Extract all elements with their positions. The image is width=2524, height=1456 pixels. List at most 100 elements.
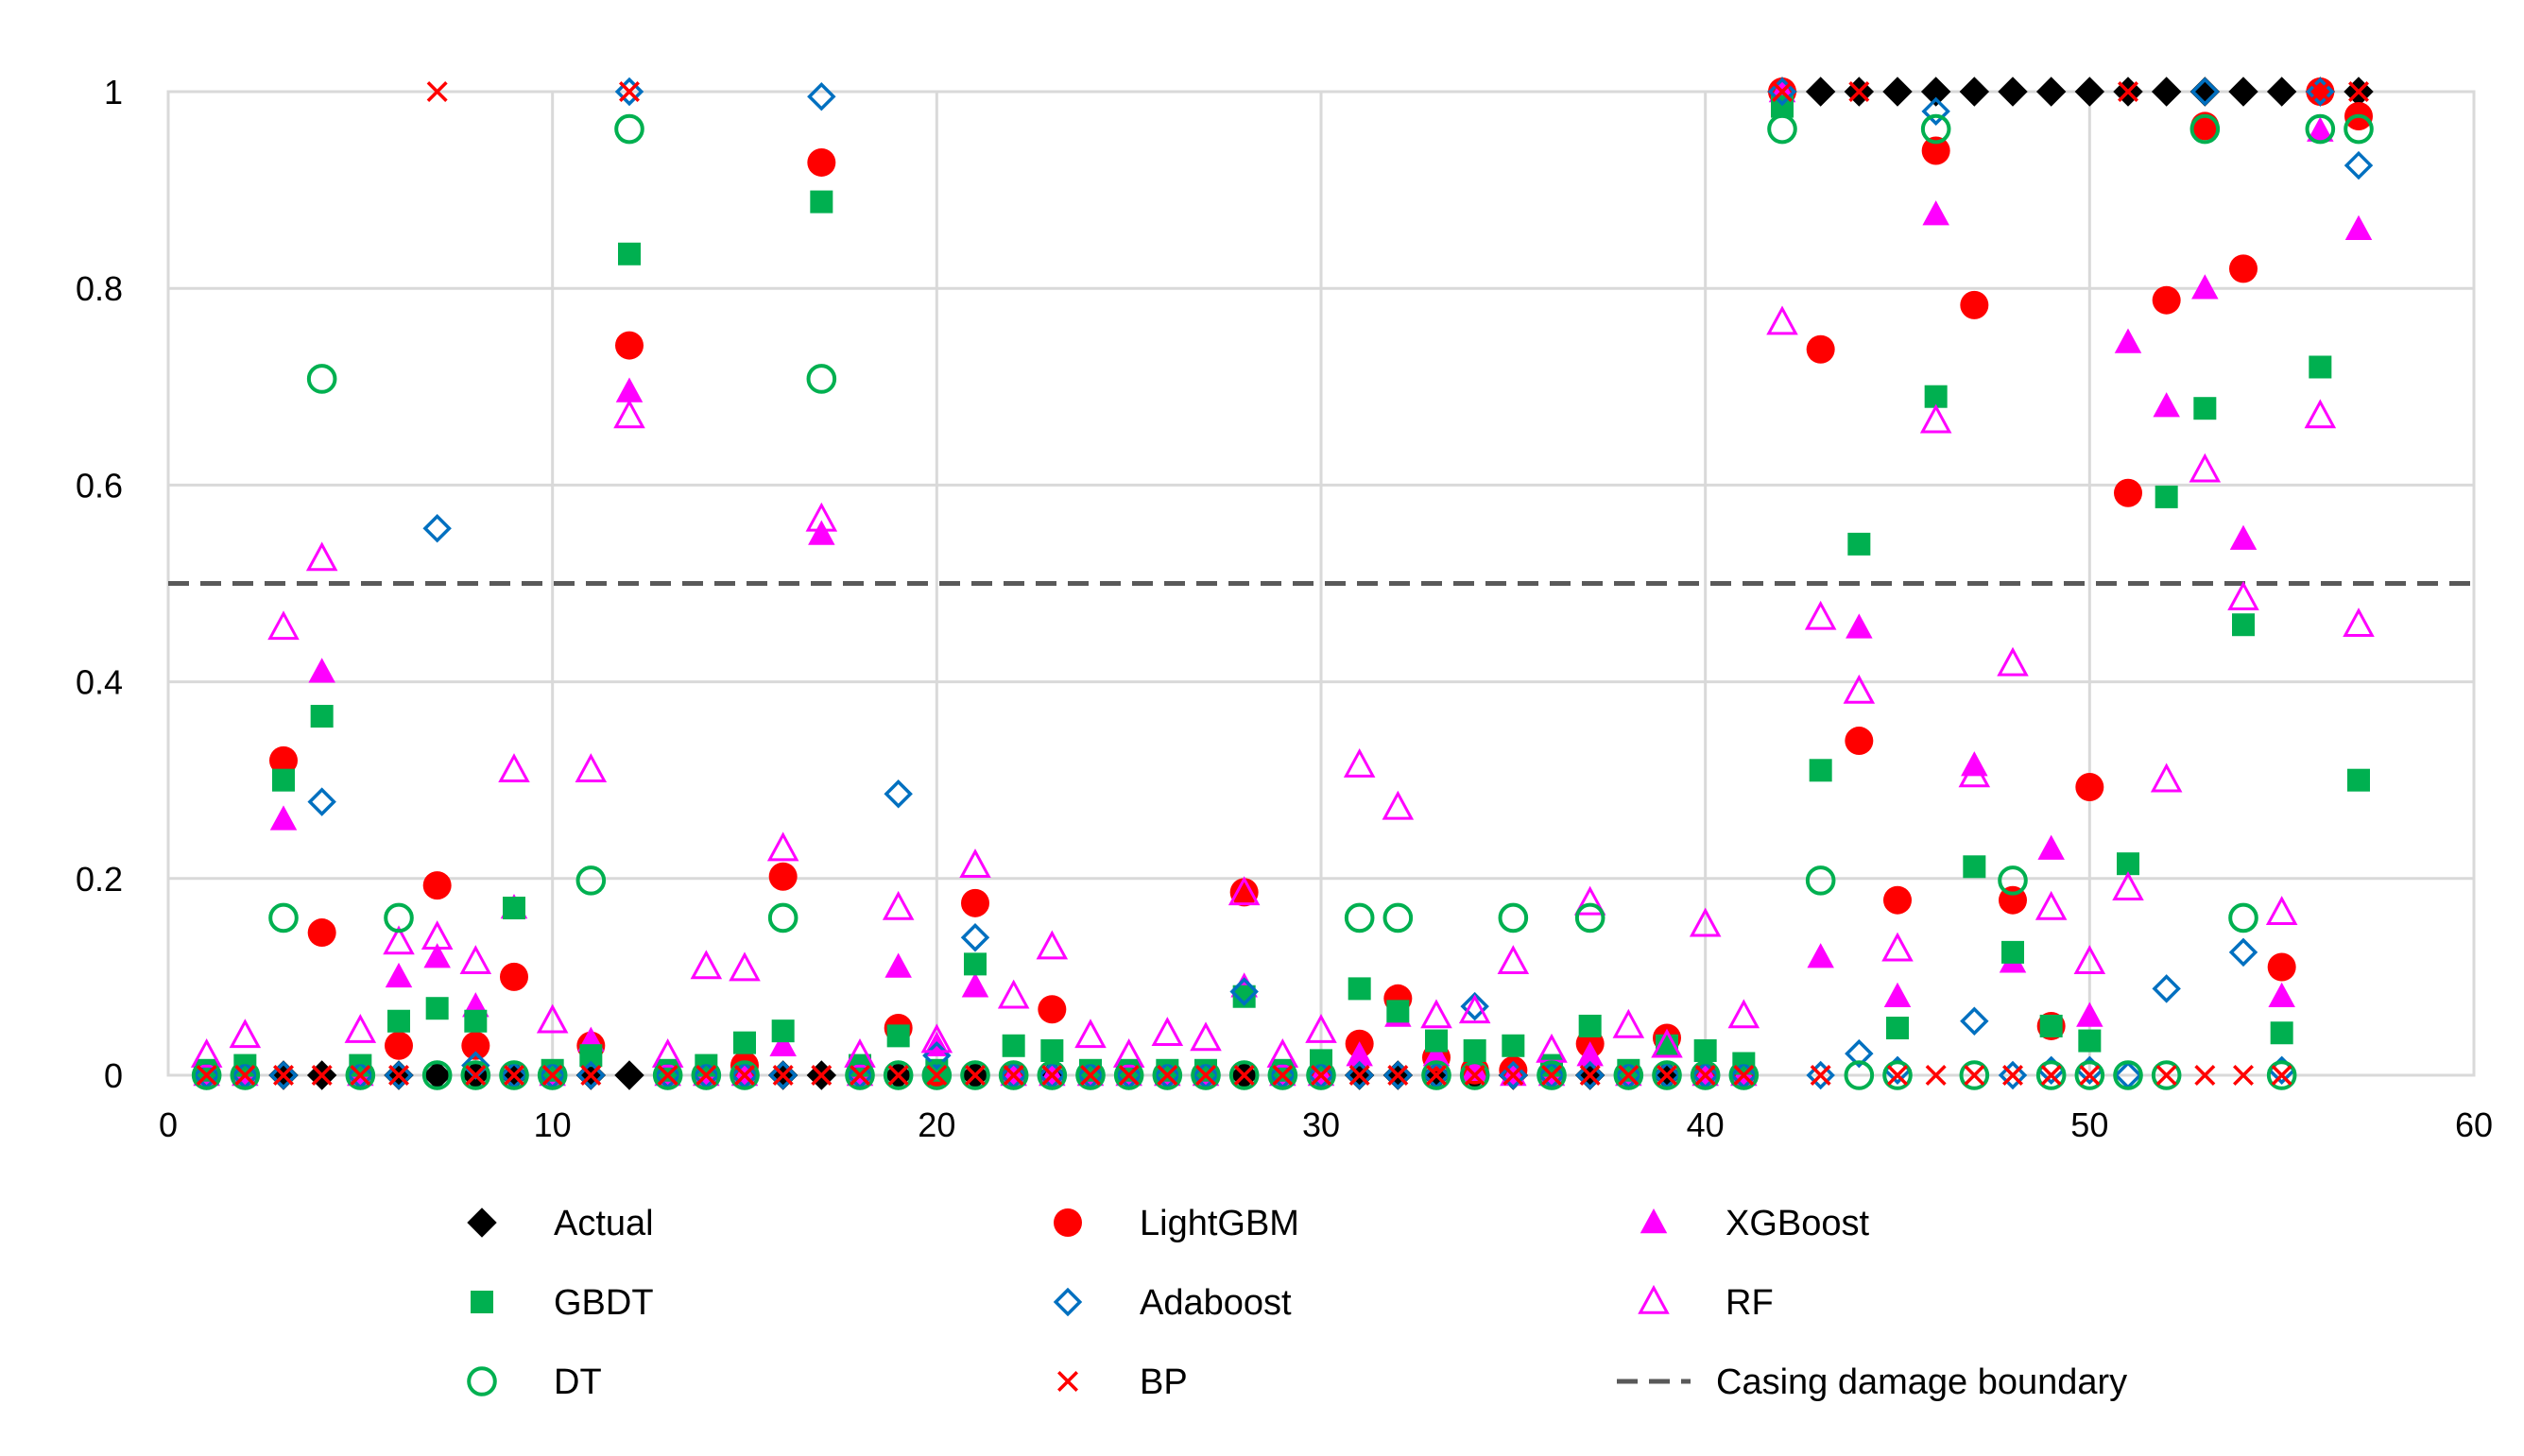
rf-point (498, 753, 530, 783)
lightgbm-point (768, 862, 798, 891)
gbdt-point (425, 997, 449, 1020)
dt-point (1267, 1060, 1298, 1090)
bp-point (1272, 1065, 1294, 1086)
dt-point (191, 1060, 222, 1090)
adaboost-point (2190, 77, 2220, 107)
xgboost-point (1883, 982, 1912, 1007)
dt-point (1690, 1060, 1721, 1090)
dt-point (652, 1060, 683, 1090)
legend: Actual LightGBM XGBoost GBDT Adaboost RF DT BP C… (467, 1204, 2127, 1402)
legend-item-gbdt: GBDT (471, 1283, 654, 1323)
rf-point (190, 1038, 223, 1068)
adaboost-point (2228, 937, 2258, 968)
gbdt-point (1502, 1034, 1525, 1057)
bp-point (695, 1065, 717, 1086)
rf-point (229, 1019, 262, 1049)
bp-point (1426, 1065, 1447, 1086)
xgboost-point (2114, 328, 2142, 353)
x-tick-label: 10 (534, 1105, 572, 1144)
bp-point (2194, 1065, 2216, 1086)
adaboost-point (1499, 1060, 1528, 1090)
legend-item-casing-damage-boundary: Casing damage boundary (1617, 1362, 2127, 1402)
gbdt-point (810, 190, 833, 214)
gbdt-point (1886, 1017, 1909, 1040)
x-tick-label: 30 (1302, 1105, 1340, 1144)
bp-point (657, 1065, 678, 1086)
series-rf (190, 305, 2375, 1068)
legend-label: RF (1726, 1283, 1774, 1323)
y-tick-label: 1 (104, 73, 123, 111)
rf-point (1305, 1014, 1337, 1043)
bp-point (1195, 1065, 1216, 1086)
bp-point (1925, 1065, 1947, 1086)
y-axis-tick-labels: 0 0.2 0.4 0.6 0.8 1 (76, 73, 123, 1095)
series-gbdt (195, 94, 2370, 1082)
rf-point (1497, 945, 1530, 975)
dt-point (537, 1060, 568, 1090)
legend-label: DT (554, 1362, 602, 1402)
actual-point (2035, 77, 2067, 107)
bp-point (1772, 81, 1793, 102)
rf-point (1036, 930, 1069, 960)
gbdt-point (1425, 1029, 1448, 1053)
bp-point (1848, 81, 1870, 102)
adaboost-point (268, 1060, 299, 1090)
rf-point (651, 1038, 684, 1068)
dt-point (883, 1060, 914, 1090)
adaboost-point (2344, 150, 2374, 180)
series-bp (196, 81, 2369, 1086)
dt-point (306, 364, 337, 394)
actual-point (2151, 77, 2182, 107)
dt-point (1920, 113, 1951, 145)
xgboost-point (1576, 1041, 1604, 1067)
lightgbm-point (2152, 285, 2181, 315)
rf-point (1266, 1038, 1299, 1068)
rf-point (1843, 674, 1876, 704)
bp-point (1157, 1065, 1178, 1086)
dt-point (1228, 1060, 1260, 1090)
dt-point (1306, 1060, 1336, 1090)
bp-point (2155, 1065, 2177, 1086)
adaboost-point (2306, 77, 2335, 107)
bp-point (1502, 1065, 1524, 1086)
gbdt-point (2039, 1014, 2063, 1037)
adaboost-point (1998, 1060, 2028, 1090)
dt-point (2074, 1060, 2105, 1090)
x-tick-label: 60 (2455, 1105, 2493, 1144)
rf-point (267, 610, 300, 641)
adaboost-point (1575, 1060, 1605, 1090)
x-tick-label: 50 (2070, 1105, 2108, 1144)
legend-label: Actual (554, 1204, 654, 1243)
rf-point (1112, 1038, 1145, 1068)
gbdt-point (1578, 1014, 1602, 1037)
actual-point (614, 1060, 644, 1090)
gbdt-point (2001, 940, 2024, 964)
rf-point (1766, 305, 1798, 335)
gbdt-point (1809, 759, 1832, 782)
gbdt-point (2270, 1021, 2293, 1045)
rf-point (920, 1023, 953, 1053)
gbdt-point (618, 242, 641, 266)
bp-point (1003, 1065, 1024, 1086)
dt-point (2113, 1060, 2143, 1090)
gbdt-point (771, 1019, 795, 1043)
rf-point (2112, 871, 2144, 900)
bp-point (2348, 81, 2369, 102)
dt-point (845, 1060, 875, 1090)
dt-point (1191, 1060, 1221, 1090)
x-tick-label: 20 (918, 1105, 955, 1144)
gbdt-point (2155, 485, 2178, 508)
xgboost-point (615, 377, 644, 403)
dt-point (1844, 1060, 1875, 1090)
legend-marker-bp (1057, 1371, 1078, 1392)
dt-point (921, 1060, 953, 1090)
actual-point (1959, 77, 1990, 107)
rf-point (690, 950, 723, 980)
bp-point (311, 1065, 333, 1086)
rf-point (1804, 600, 1837, 630)
rf-point (1958, 758, 1991, 788)
rf-point (1228, 876, 1261, 906)
gbdt-point (1924, 385, 1948, 408)
dt-point (1998, 865, 2028, 896)
